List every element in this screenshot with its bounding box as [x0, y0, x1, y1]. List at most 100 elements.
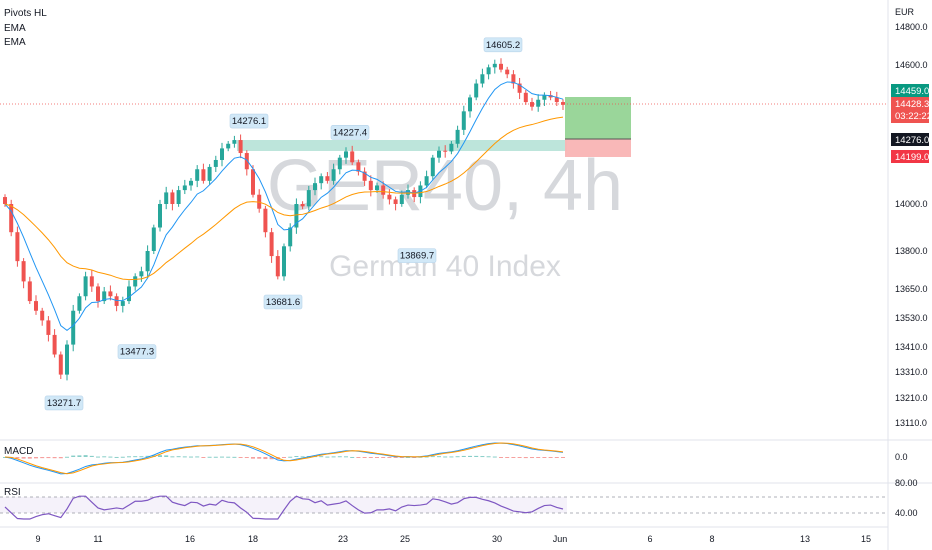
pivot-box	[397, 248, 437, 263]
price-tick-7: 13210.0	[895, 393, 928, 403]
pivot-low-5: 13477.3	[117, 344, 157, 360]
candle	[344, 147, 348, 164]
candle	[455, 125, 460, 148]
candle-body	[3, 197, 7, 204]
time-tick-7: Jun	[553, 534, 568, 544]
candle	[127, 280, 131, 304]
candle-body	[536, 99, 541, 107]
candle-body	[46, 320, 51, 335]
candle	[542, 92, 547, 107]
candle-body	[548, 95, 553, 98]
macd-hist-bar	[195, 456, 200, 458]
macd-hist-bar	[399, 457, 404, 458]
macd-label[interactable]: MACD	[4, 446, 33, 457]
price-axis[interactable]: 14600.0 14000.0 13800.0 13650.0 13530.0 13410…	[895, 60, 928, 428]
time-tick-9: 8	[709, 534, 714, 544]
pivot-box	[117, 344, 157, 360]
indicator-label-ema-1[interactable]: EMA	[4, 23, 26, 34]
macd-hist-bar	[139, 456, 144, 458]
macd-hist-bar	[300, 456, 305, 458]
macd-hist-bar	[71, 455, 76, 457]
candle-body	[158, 204, 162, 228]
macd-hist-bar	[480, 456, 485, 458]
candle-body	[189, 180, 193, 186]
indicator-label-pivots[interactable]: Pivots HL	[4, 8, 47, 19]
candle	[282, 243, 286, 281]
candle	[238, 134, 243, 159]
time-tick-6: 30	[492, 534, 502, 544]
candle-body	[368, 180, 373, 191]
macd-hist-bar	[536, 457, 541, 458]
candle	[257, 189, 262, 213]
candle-body	[505, 69, 510, 75]
candle-body	[182, 185, 187, 191]
candle	[170, 189, 175, 211]
price-tick-3: 13650.0	[895, 284, 928, 294]
indicator-label-ema-2[interactable]: EMA	[4, 37, 26, 48]
candle	[114, 293, 119, 312]
candle-body	[362, 171, 367, 181]
macd-hist-bar	[517, 457, 522, 458]
candle-body	[387, 194, 392, 200]
macd-hist-bar	[368, 457, 373, 458]
candle-body	[213, 159, 218, 167]
price-tick-6: 13310.0	[895, 367, 928, 377]
time-tick-0: 9	[35, 534, 40, 544]
candle-body	[170, 192, 175, 204]
candle-body	[325, 176, 330, 181]
candle	[381, 181, 386, 199]
candle-body	[530, 102, 534, 107]
macd-hist-bar	[65, 456, 69, 458]
candle	[232, 135, 237, 148]
rsi-label[interactable]: RSI	[4, 487, 21, 498]
macd-hist-bar	[213, 456, 218, 458]
macd-hist-bar	[238, 457, 243, 458]
pivot-high-2: 14605.2	[483, 37, 523, 53]
macd-hist-bar	[83, 455, 88, 457]
price-tick-2: 13800.0	[895, 246, 928, 256]
macd-hist-bar	[257, 457, 262, 459]
time-tick-3: 18	[248, 534, 258, 544]
candle-body	[40, 310, 45, 321]
macd-hist-bar	[58, 457, 63, 459]
price-tick-1: 14000.0	[895, 199, 928, 209]
target-zone[interactable]	[565, 97, 631, 139]
candle-body	[499, 63, 503, 70]
macd-hist-bar	[40, 457, 45, 459]
price-tag-entry: 14276.0	[891, 133, 929, 146]
macd-hist-bar	[424, 456, 429, 458]
candle	[251, 165, 255, 198]
macd-hist-bar	[220, 456, 224, 458]
candle	[536, 94, 541, 112]
candle-body	[344, 151, 348, 158]
candle-body	[269, 232, 274, 257]
candle-body	[337, 157, 342, 170]
pivot-box	[483, 37, 523, 53]
candle	[424, 170, 429, 189]
stop-zone[interactable]	[565, 139, 631, 157]
candle	[368, 175, 373, 197]
candle-body	[356, 162, 361, 172]
macd-hist-bar	[127, 456, 131, 458]
pivot-label: 13271.7	[47, 398, 81, 409]
candle-body	[195, 169, 200, 181]
price-tick-top: 14800.0	[895, 22, 928, 32]
candle-body	[15, 232, 20, 262]
macd-hist-bar	[232, 456, 237, 458]
macd-hist-bar	[89, 455, 94, 457]
svg-text:14459.0: 14459.0	[895, 86, 929, 97]
macd-hist-bar	[412, 457, 417, 458]
pivot-low-4: 13869.7	[397, 248, 437, 263]
time-axis[interactable]: 9 11 16 18 23 25 30 Jun 6 8 13 15	[35, 534, 871, 544]
svg-text:14276.0: 14276.0	[895, 135, 929, 146]
candle-body	[561, 102, 565, 105]
candle	[213, 155, 218, 173]
pivot-low-6: 13271.7	[44, 395, 84, 411]
macd-hist-bar	[176, 456, 181, 458]
candle	[34, 295, 38, 315]
candle	[139, 266, 144, 282]
candle	[83, 271, 88, 301]
pivot-label: 14227.4	[333, 127, 367, 138]
price-tick-8: 13110.0	[895, 418, 927, 428]
macd-hist-bar	[182, 456, 187, 458]
